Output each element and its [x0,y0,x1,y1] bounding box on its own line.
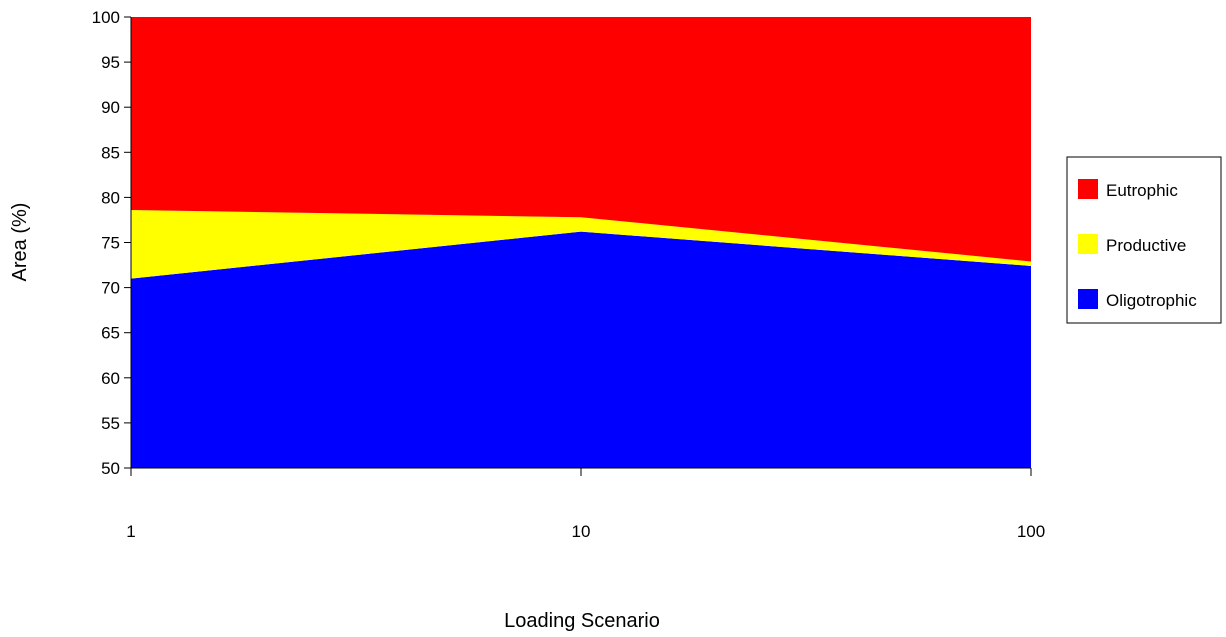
area-productive [131,210,1031,279]
y-tick-label: 55 [101,414,120,433]
y-axis-title: Area (%) [9,203,31,282]
y-tick-label: 80 [101,188,120,207]
plot-area [131,17,1031,468]
y-tick-label: 70 [101,279,120,298]
legend-swatch-eutrophic [1078,179,1098,199]
legend-label-eutrophic: Eutrophic [1106,181,1178,200]
y-tick-label: 100 [92,8,120,27]
legend-swatch-oligotrophic [1078,289,1098,309]
y-tick-label: 75 [101,234,120,253]
area-eutrophic [131,17,1031,262]
x-axis: 1 10 100 [126,467,1045,541]
x-axis-title: Loading Scenario [504,610,660,632]
y-tick-label: 60 [101,369,120,388]
legend: Eutrophic Productive Oligotrophic [1066,156,1222,324]
legend-label-oligotrophic: Oligotrophic [1106,291,1197,310]
legend-swatch-productive [1078,234,1098,254]
x-tick-label: 100 [1017,522,1045,541]
y-tick-label: 95 [101,53,120,72]
x-tick-label: 1 [126,522,135,541]
legend-label-productive: Productive [1106,236,1186,255]
x-tick-label: 10 [572,522,591,541]
y-tick-label: 50 [101,459,120,478]
y-tick-label: 90 [101,98,120,117]
y-tick-label: 85 [101,143,120,162]
area-oligotrophic [131,231,1031,468]
y-axis: 50 55 60 65 70 75 80 85 90 95 100 [92,8,132,478]
y-tick-label: 65 [101,324,120,343]
